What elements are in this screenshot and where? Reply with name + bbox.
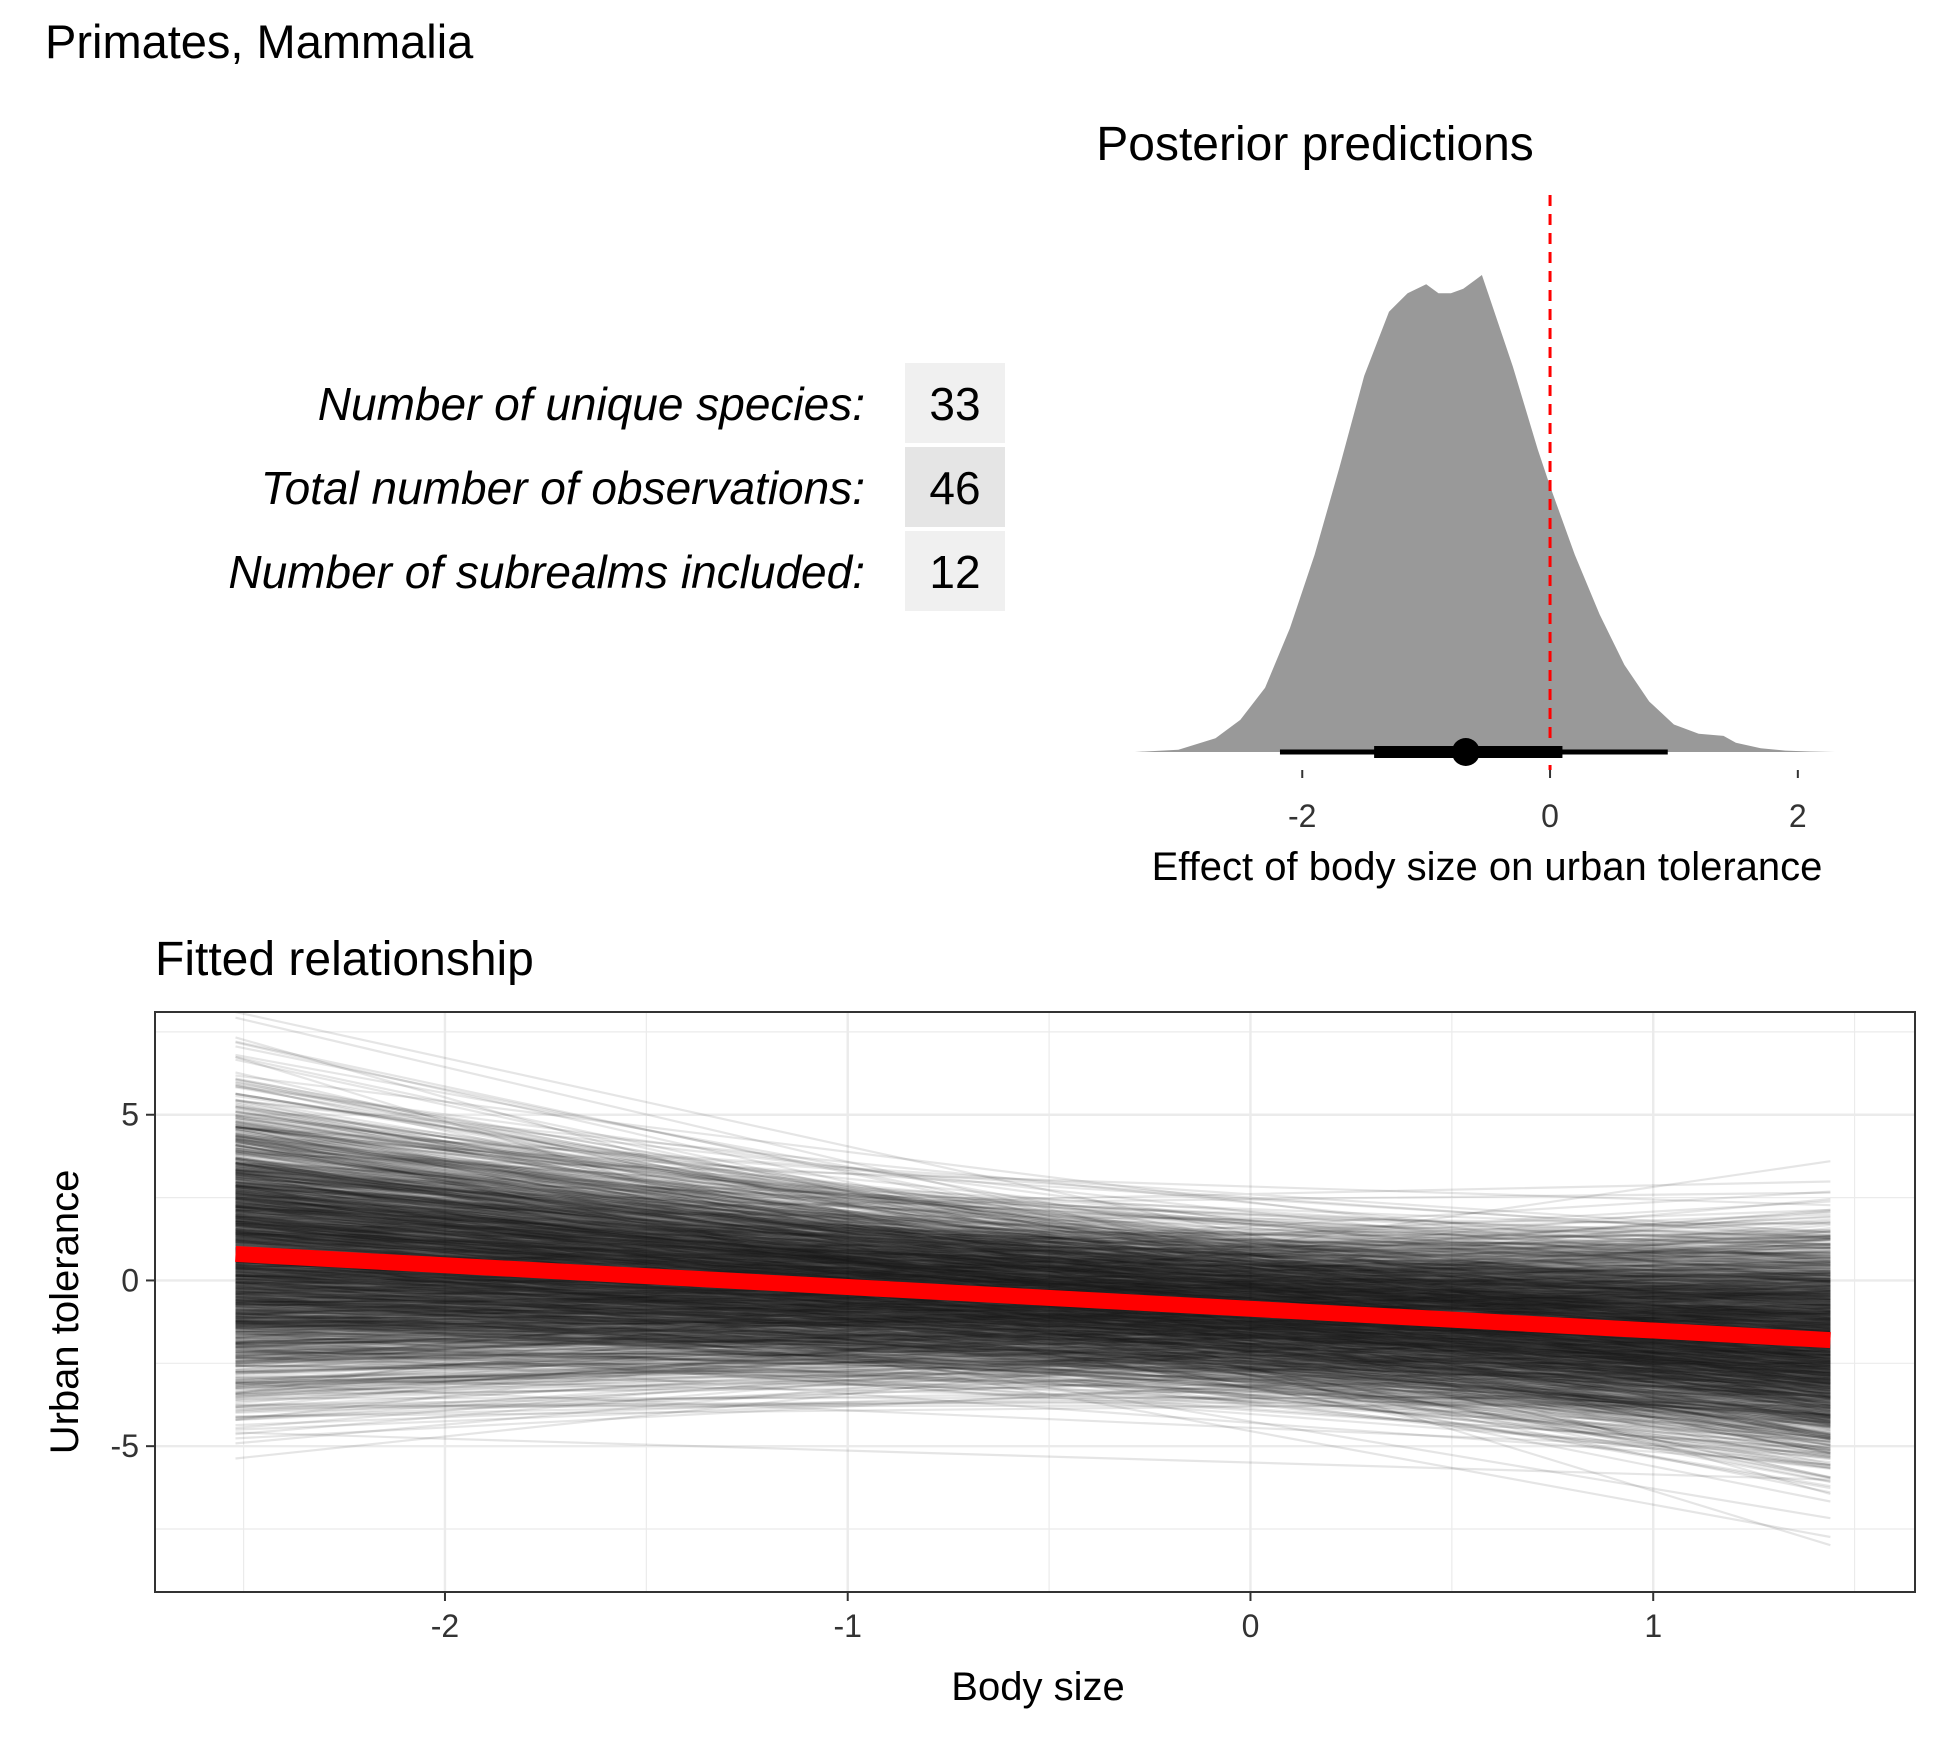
density-x-tick-label: -2	[1288, 798, 1316, 834]
fitted-x-ticks: -2 -1 0 1	[431, 1592, 1662, 1644]
density-x-tick-label: 2	[1789, 798, 1807, 834]
posterior-draw-batch	[235, 1055, 1831, 1470]
fitted-x-tick-label: 1	[1644, 1608, 1662, 1644]
posterior-draw-batch	[235, 1040, 1831, 1479]
fitted-y-axis-label: Urban tolerance	[43, 1170, 87, 1455]
fitted-chart-title: Fitted relationship	[155, 933, 534, 986]
density-x-tick-label: 0	[1541, 798, 1559, 834]
fitted-x-axis-label: Body size	[951, 1665, 1124, 1709]
summary-table: Number of unique species: Total number o…	[228, 363, 1005, 611]
table-cell-bg-observations	[905, 447, 1005, 527]
table-label-subrealms: Number of subrealms included:	[228, 546, 865, 598]
density-x-axis-label: Effect of body size on urban tolerance	[1152, 845, 1823, 889]
table-value-species: 33	[929, 378, 980, 430]
fitted-y-tick-label: 5	[121, 1097, 139, 1133]
table-value-observations: 46	[929, 462, 980, 514]
fitted-mean-line	[235, 1245, 1831, 1349]
fitted-y-ticks: -5 0 5	[111, 1097, 155, 1464]
table-cell-bg-species	[905, 363, 1005, 443]
fitted-y-tick-label: -5	[111, 1428, 139, 1464]
table-label-observations: Total number of observations:	[261, 462, 865, 514]
fitted-x-tick-label: -1	[833, 1608, 861, 1644]
density-x-ticks: -2 0 2	[1288, 770, 1807, 834]
density-area	[1135, 275, 1835, 752]
fitted-panel-border	[154, 1011, 1916, 1593]
table-cell-bg-subrealms	[905, 531, 1005, 611]
posterior-draw-batch	[235, 1092, 1831, 1520]
table-label-species: Number of unique species:	[318, 378, 865, 430]
posterior-draw-batch	[235, 1110, 1831, 1449]
fitted-x-tick-label: 0	[1242, 1608, 1260, 1644]
fitted-y-tick-label: 0	[121, 1262, 139, 1298]
table-value-subrealms: 12	[929, 546, 980, 598]
page-title: Primates, Mammalia	[45, 15, 474, 68]
fitted-chart: Fitted relationship -2 -1 0 1 -5 0 5 Body siz…	[43, 933, 1916, 1709]
posterior-draw-batch	[235, 1071, 1831, 1461]
density-chart-title: Posterior predictions	[1096, 118, 1534, 171]
density-chart: Posterior predictions -2 0 2 Effect of bod…	[1096, 118, 1835, 889]
posterior-draw-batch	[235, 1055, 1831, 1547]
fitted-x-tick-label: -2	[431, 1608, 459, 1644]
point-estimate-dot	[1451, 738, 1480, 766]
